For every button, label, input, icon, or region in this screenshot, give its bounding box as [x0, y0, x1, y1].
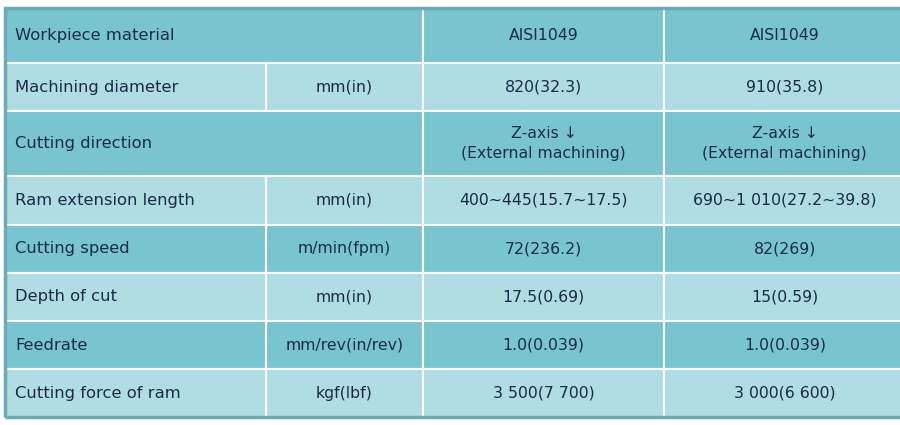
- Text: Z-axis ↓
(External machining): Z-axis ↓ (External machining): [461, 126, 626, 161]
- Bar: [4, 224, 266, 273]
- Bar: [266, 369, 423, 417]
- Bar: [423, 273, 664, 321]
- Bar: [664, 321, 900, 369]
- Bar: [664, 224, 900, 273]
- Bar: [4, 273, 266, 321]
- Text: mm(in): mm(in): [316, 289, 373, 304]
- Text: Feedrate: Feedrate: [15, 337, 87, 353]
- Bar: [266, 224, 423, 273]
- Bar: [664, 273, 900, 321]
- Bar: [423, 111, 664, 176]
- Bar: [266, 321, 423, 369]
- Bar: [266, 273, 423, 321]
- Text: Cutting speed: Cutting speed: [15, 241, 130, 256]
- Bar: [664, 369, 900, 417]
- Text: mm(in): mm(in): [316, 79, 373, 95]
- Bar: [4, 8, 423, 63]
- Text: kgf(lbf): kgf(lbf): [316, 386, 373, 401]
- Text: 910(35.8): 910(35.8): [746, 79, 824, 95]
- Text: 3 000(6 600): 3 000(6 600): [734, 386, 835, 401]
- Bar: [4, 321, 266, 369]
- Bar: [4, 63, 266, 111]
- Text: 1.0(0.039): 1.0(0.039): [743, 337, 826, 353]
- Text: Cutting direction: Cutting direction: [15, 136, 152, 151]
- Bar: [664, 8, 900, 63]
- Text: 3 500(7 700): 3 500(7 700): [492, 386, 595, 401]
- Text: 82(269): 82(269): [753, 241, 816, 256]
- Bar: [4, 176, 266, 224]
- Text: 820(32.3): 820(32.3): [505, 79, 582, 95]
- Bar: [423, 63, 664, 111]
- Bar: [664, 63, 900, 111]
- Text: 400~445(15.7~17.5): 400~445(15.7~17.5): [459, 193, 628, 208]
- Text: 17.5(0.69): 17.5(0.69): [502, 289, 585, 304]
- Bar: [423, 369, 664, 417]
- Text: Depth of cut: Depth of cut: [15, 289, 117, 304]
- Text: AISI1049: AISI1049: [508, 28, 579, 43]
- Bar: [4, 111, 423, 176]
- Text: 1.0(0.039): 1.0(0.039): [502, 337, 585, 353]
- Bar: [423, 8, 664, 63]
- Text: mm(in): mm(in): [316, 193, 373, 208]
- Text: Workpiece material: Workpiece material: [15, 28, 175, 43]
- Bar: [4, 369, 266, 417]
- Bar: [423, 176, 664, 224]
- Text: AISI1049: AISI1049: [750, 28, 820, 43]
- Bar: [664, 111, 900, 176]
- Text: Z-axis ↓
(External machining): Z-axis ↓ (External machining): [702, 126, 868, 161]
- Bar: [423, 224, 664, 273]
- Bar: [664, 176, 900, 224]
- Text: Cutting force of ram: Cutting force of ram: [15, 386, 181, 401]
- Text: m/min(fpm): m/min(fpm): [298, 241, 391, 256]
- Bar: [266, 63, 423, 111]
- Text: 15(0.59): 15(0.59): [752, 289, 818, 304]
- Bar: [266, 176, 423, 224]
- Text: Machining diameter: Machining diameter: [15, 79, 179, 95]
- Bar: [423, 321, 664, 369]
- Text: mm/rev(in/rev): mm/rev(in/rev): [285, 337, 403, 353]
- Text: Ram extension length: Ram extension length: [15, 193, 195, 208]
- Text: 690~1 010(27.2~39.8): 690~1 010(27.2~39.8): [693, 193, 877, 208]
- Text: 72(236.2): 72(236.2): [505, 241, 582, 256]
